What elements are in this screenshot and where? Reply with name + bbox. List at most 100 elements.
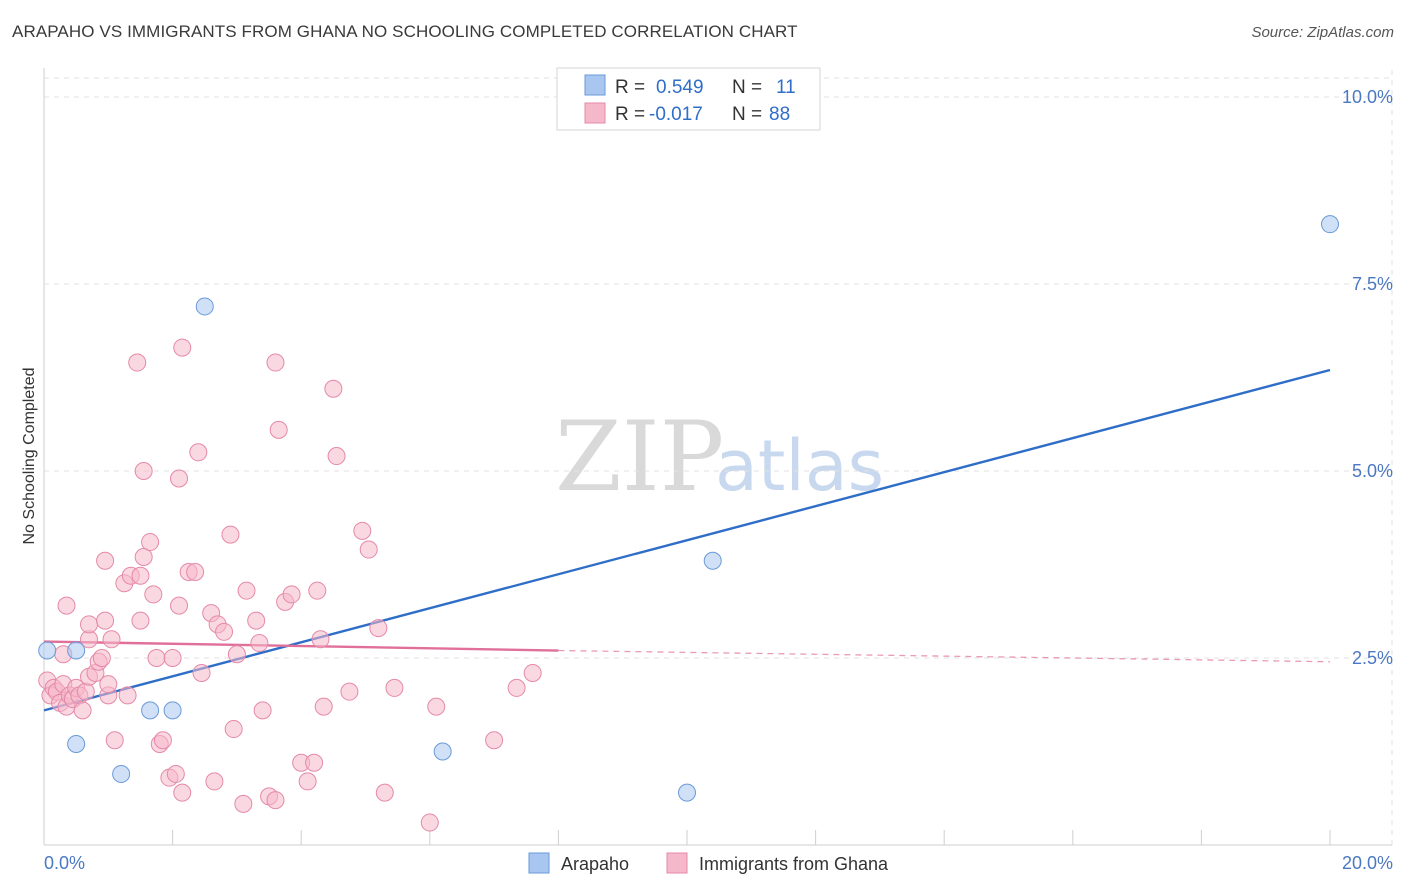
series-legend-swatch-ghana <box>666 852 688 874</box>
point-ghana-57 <box>266 791 285 810</box>
series-legend: Arapaho Immigrants from Ghana <box>528 852 889 874</box>
point-ghana-11 <box>73 701 92 720</box>
point-ghana-52 <box>237 581 256 600</box>
y-tick-label-1: 5.0% <box>1352 461 1393 481</box>
y-axis-label: No Schooling Completed <box>21 368 38 545</box>
correlation-legend: R = 0.549 N = 11 R = -0.017 N = 88 <box>556 67 821 131</box>
legend-r-label-ghana: R = <box>615 104 645 125</box>
y-tick-label-0: 2.5% <box>1352 648 1393 668</box>
point-ghana-39 <box>170 596 189 615</box>
point-ghana-28 <box>131 611 150 630</box>
point-ghana-26 <box>118 686 137 705</box>
y-tick-label-2: 7.5% <box>1352 274 1393 294</box>
trend-lines <box>43 368 1331 712</box>
legend-n-label-ghana: N = <box>732 104 762 125</box>
point-arapaho-0 <box>38 641 57 660</box>
point-arapaho-4 <box>141 701 160 720</box>
point-ghana-79 <box>523 663 542 682</box>
point-arapaho-5 <box>163 701 182 720</box>
point-ghana-63 <box>305 753 324 772</box>
point-ghana-51 <box>234 794 253 813</box>
point-ghana-73 <box>375 783 394 802</box>
point-arapaho-1 <box>67 641 86 660</box>
legend-r-value-arapaho: 0.549 <box>656 77 704 98</box>
point-ghana-62 <box>298 772 317 791</box>
point-ghana-23 <box>96 611 115 630</box>
y-tick-label-3: 10.0% <box>1342 87 1393 107</box>
point-ghana-54 <box>250 634 269 653</box>
point-ghana-40 <box>173 783 192 802</box>
point-ghana-50 <box>227 645 246 664</box>
point-ghana-45 <box>205 772 224 791</box>
point-ghana-24 <box>96 551 115 570</box>
point-arapaho-10 <box>1321 215 1339 234</box>
trend-line-arapaho <box>43 368 1331 712</box>
watermark-atlas: atlas <box>715 425 884 507</box>
series-legend-label-arapaho: Arapaho <box>561 854 629 874</box>
point-ghana-55 <box>253 701 272 720</box>
point-ghana-68 <box>327 447 346 466</box>
point-arapaho-6 <box>195 297 214 316</box>
axes <box>43 68 1392 846</box>
point-ghana-72 <box>369 619 388 638</box>
point-ghana-82 <box>266 353 285 372</box>
point-ghana-78 <box>507 678 526 697</box>
point-ghana-80 <box>128 353 147 372</box>
point-ghana-75 <box>420 813 439 832</box>
x-tick-label-max: 20.0% <box>1342 853 1393 873</box>
legend-n-label-arapaho: N = <box>732 77 762 98</box>
point-ghana-38 <box>166 764 185 783</box>
legend-swatch-ghana <box>584 102 606 124</box>
point-arapaho-7 <box>433 742 452 761</box>
point-ghana-31 <box>141 533 160 552</box>
point-ghana-76 <box>427 697 446 716</box>
point-ghana-22 <box>80 615 99 634</box>
legend-r-label-arapaho: R = <box>615 77 645 98</box>
series-legend-label-ghana: Immigrants from Ghana <box>699 854 889 874</box>
point-ghana-18 <box>102 630 121 649</box>
legend-swatch-arapaho <box>584 74 606 96</box>
point-ghana-67 <box>324 379 343 398</box>
point-arapaho-2 <box>67 735 86 754</box>
point-ghana-37 <box>163 649 182 667</box>
point-ghana-49 <box>224 720 243 739</box>
point-ghana-48 <box>221 525 240 544</box>
trend-line-extension-ghana <box>558 649 1331 663</box>
x-tick-labels: 0.0% 20.0% <box>44 853 1393 873</box>
x-tick-label-min: 0.0% <box>44 853 85 873</box>
trend-line-ghana <box>43 640 559 652</box>
point-ghana-69 <box>340 682 359 701</box>
legend-r-value-ghana: -0.017 <box>649 104 703 125</box>
point-ghana-84 <box>170 469 189 488</box>
point-ghana-43 <box>192 663 211 682</box>
point-ghana-86 <box>99 675 118 694</box>
legend-n-value-ghana: 88 <box>769 104 790 125</box>
point-ghana-30 <box>134 548 153 567</box>
point-ghana-33 <box>147 649 166 667</box>
point-ghana-32 <box>144 585 163 604</box>
point-ghana-60 <box>282 585 301 604</box>
point-ghana-19 <box>105 731 124 750</box>
point-ghana-85 <box>134 462 153 480</box>
legend-n-value-arapaho: 11 <box>776 77 796 98</box>
point-arapaho-9 <box>678 783 696 802</box>
point-ghana-70 <box>353 521 372 540</box>
point-ghana-16 <box>92 649 111 667</box>
point-ghana-65 <box>311 630 330 649</box>
watermark-zip: ZIP <box>555 401 724 513</box>
y-tick-labels: 2.5% 5.0% 7.5% 10.0% <box>1342 87 1393 668</box>
point-ghana-64 <box>308 581 327 600</box>
point-ghana-77 <box>485 731 504 750</box>
data-points <box>38 215 1339 832</box>
point-ghana-83 <box>189 443 208 462</box>
point-ghana-42 <box>186 562 205 581</box>
point-ghana-53 <box>247 611 266 630</box>
series-legend-swatch-arapaho <box>528 852 550 874</box>
point-ghana-66 <box>314 697 333 716</box>
chart-title: ARAPAHO VS IMMIGRANTS FROM GHANA NO SCHO… <box>12 22 798 41</box>
point-ghana-20 <box>57 596 76 615</box>
point-arapaho-3 <box>112 764 131 783</box>
point-ghana-12 <box>76 682 95 701</box>
watermark: ZIP atlas <box>555 401 884 513</box>
